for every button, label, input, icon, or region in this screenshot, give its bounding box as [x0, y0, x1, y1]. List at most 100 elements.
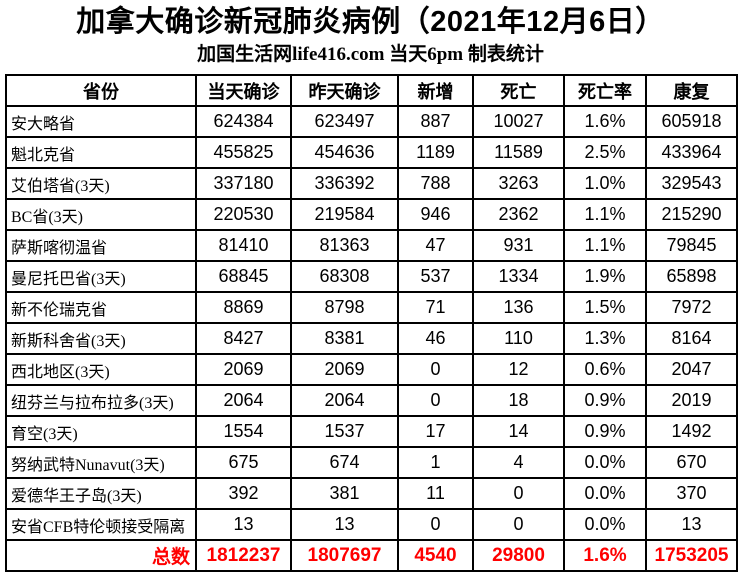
province-cell: 纽芬兰与拉布拉多(3天): [5, 384, 197, 417]
table-row: 育空(3天) 1554 1537 17 14 0.9% 1492: [5, 415, 738, 448]
yesterday-confirmed-cell: 68308: [290, 260, 399, 293]
today-confirmed-cell: 2064: [195, 384, 292, 417]
new-cases-cell: 0: [397, 508, 474, 541]
recovered-cell: 670: [645, 446, 738, 479]
deaths-cell: 11589: [472, 136, 565, 169]
deaths-cell: 4: [472, 446, 565, 479]
death-rate-cell: 2.5%: [563, 136, 647, 169]
yesterday-confirmed-cell: 381: [290, 477, 399, 510]
yesterday-confirmed-cell: 8381: [290, 322, 399, 355]
total-recovered: 1753205: [645, 539, 738, 572]
deaths-cell: 14: [472, 415, 565, 448]
province-cell: 努纳武特Nunavut(3天): [5, 446, 197, 479]
deaths-cell: 3263: [472, 167, 565, 200]
today-confirmed-cell: 337180: [195, 167, 292, 200]
recovered-cell: 433964: [645, 136, 738, 169]
table-row: 萨斯喀彻温省 81410 81363 47 931 1.1% 79845: [5, 229, 738, 262]
header-today-confirmed: 当天确诊: [195, 74, 292, 107]
today-confirmed-cell: 8869: [195, 291, 292, 324]
header-recovered: 康复: [645, 74, 738, 107]
table-row: 纽芬兰与拉布拉多(3天) 2064 2064 0 18 0.9% 2019: [5, 384, 738, 417]
province-cell: 新斯科舍省(3天): [5, 322, 197, 355]
province-cell: 新不伦瑞克省: [5, 291, 197, 324]
deaths-cell: 0: [472, 477, 565, 510]
province-cell: 安大略省: [5, 105, 197, 138]
table-total-row: 总数 1812237 1807697 4540 29800 1.6% 17532…: [5, 539, 738, 572]
death-rate-cell: 0.0%: [563, 508, 647, 541]
today-confirmed-cell: 392: [195, 477, 292, 510]
today-confirmed-cell: 8427: [195, 322, 292, 355]
death-rate-cell: 1.1%: [563, 229, 647, 262]
recovered-cell: 7972: [645, 291, 738, 324]
total-today-confirmed: 1812237: [195, 539, 292, 572]
new-cases-cell: 788: [397, 167, 474, 200]
yesterday-confirmed-cell: 2069: [290, 353, 399, 386]
deaths-cell: 12: [472, 353, 565, 386]
death-rate-cell: 0.6%: [563, 353, 647, 386]
province-cell: 曼尼托巴省(3天): [5, 260, 197, 293]
death-rate-cell: 0.0%: [563, 477, 647, 510]
table-row: 新斯科舍省(3天) 8427 8381 46 110 1.3% 8164: [5, 322, 738, 355]
new-cases-cell: 1: [397, 446, 474, 479]
province-cell: 育空(3天): [5, 415, 197, 448]
yesterday-confirmed-cell: 219584: [290, 198, 399, 231]
total-deaths: 29800: [472, 539, 565, 572]
total-death-rate: 1.6%: [563, 539, 647, 572]
table-header-row: 省份 当天确诊 昨天确诊 新增 死亡 死亡率 康复: [5, 74, 738, 107]
today-confirmed-cell: 81410: [195, 229, 292, 262]
new-cases-cell: 0: [397, 384, 474, 417]
deaths-cell: 10027: [472, 105, 565, 138]
yesterday-confirmed-cell: 1537: [290, 415, 399, 448]
recovered-cell: 2019: [645, 384, 738, 417]
death-rate-cell: 0.0%: [563, 446, 647, 479]
table-row: 曼尼托巴省(3天) 68845 68308 537 1334 1.9% 65898: [5, 260, 738, 293]
deaths-cell: 2362: [472, 198, 565, 231]
province-cell: 爱德华王子岛(3天): [5, 477, 197, 510]
new-cases-cell: 11: [397, 477, 474, 510]
death-rate-cell: 0.9%: [563, 384, 647, 417]
death-rate-cell: 1.1%: [563, 198, 647, 231]
yesterday-confirmed-cell: 2064: [290, 384, 399, 417]
deaths-cell: 931: [472, 229, 565, 262]
total-new-cases: 4540: [397, 539, 474, 572]
table-row: 努纳武特Nunavut(3天) 675 674 1 4 0.0% 670: [5, 446, 738, 479]
table-row: 新不伦瑞克省 8869 8798 71 136 1.5% 7972: [5, 291, 738, 324]
deaths-cell: 1334: [472, 260, 565, 293]
covid-stats-table: 省份 当天确诊 昨天确诊 新增 死亡 死亡率 康复 安大略省 624384 6234…: [5, 74, 738, 572]
total-label: 总数: [5, 539, 197, 572]
recovered-cell: 65898: [645, 260, 738, 293]
recovered-cell: 2047: [645, 353, 738, 386]
recovered-cell: 329543: [645, 167, 738, 200]
province-cell: 安省CFB特伦顿接受隔离: [5, 508, 197, 541]
death-rate-cell: 1.5%: [563, 291, 647, 324]
death-rate-cell: 1.0%: [563, 167, 647, 200]
table-row: 爱德华王子岛(3天) 392 381 11 0 0.0% 370: [5, 477, 738, 510]
recovered-cell: 215290: [645, 198, 738, 231]
province-cell: 萨斯喀彻温省: [5, 229, 197, 262]
recovered-cell: 79845: [645, 229, 738, 262]
yesterday-confirmed-cell: 336392: [290, 167, 399, 200]
deaths-cell: 18: [472, 384, 565, 417]
death-rate-cell: 1.3%: [563, 322, 647, 355]
table-row: 安大略省 624384 623497 887 10027 1.6% 605918: [5, 105, 738, 138]
header-yesterday-confirmed: 昨天确诊: [290, 74, 399, 107]
new-cases-cell: 47: [397, 229, 474, 262]
province-cell: BC省(3天): [5, 198, 197, 231]
today-confirmed-cell: 675: [195, 446, 292, 479]
table-row: 魁北克省 455825 454636 1189 11589 2.5% 433964: [5, 136, 738, 169]
yesterday-confirmed-cell: 454636: [290, 136, 399, 169]
new-cases-cell: 946: [397, 198, 474, 231]
province-cell: 魁北克省: [5, 136, 197, 169]
today-confirmed-cell: 2069: [195, 353, 292, 386]
death-rate-cell: 1.9%: [563, 260, 647, 293]
new-cases-cell: 1189: [397, 136, 474, 169]
new-cases-cell: 46: [397, 322, 474, 355]
today-confirmed-cell: 220530: [195, 198, 292, 231]
recovered-cell: 13: [645, 508, 738, 541]
yesterday-confirmed-cell: 13: [290, 508, 399, 541]
recovered-cell: 8164: [645, 322, 738, 355]
yesterday-confirmed-cell: 8798: [290, 291, 399, 324]
deaths-cell: 110: [472, 322, 565, 355]
header-death-rate: 死亡率: [563, 74, 647, 107]
new-cases-cell: 887: [397, 105, 474, 138]
